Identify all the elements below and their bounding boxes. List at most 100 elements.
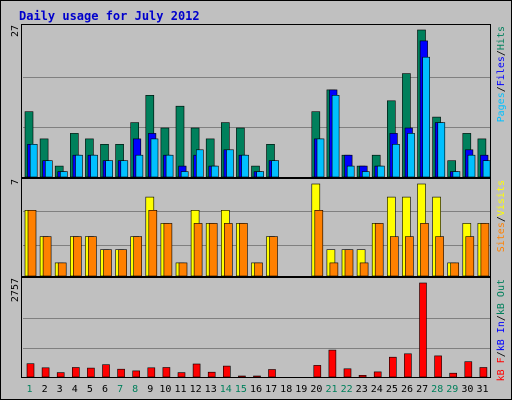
bar-kb-f [41, 367, 50, 378]
bar-pages [377, 165, 385, 178]
bar-sites [178, 262, 188, 277]
legend: Sites/Visits [496, 180, 507, 252]
bar-pages [196, 149, 204, 178]
bar-sites [329, 262, 339, 277]
x-tick-label: 1 [26, 384, 32, 395]
y-max-label: 27 [10, 25, 21, 37]
x-tick-label: 22 [341, 384, 353, 395]
bar-pages [392, 144, 400, 178]
bar-sites [148, 210, 158, 277]
bar-kb-f [223, 365, 231, 378]
bar-sites [133, 236, 142, 277]
bar-pages [256, 171, 265, 178]
bar-pages [407, 133, 415, 178]
bar-sites [374, 223, 384, 277]
bar-sites [450, 262, 460, 277]
bar-pages [241, 154, 249, 178]
x-tick-label: 9 [147, 384, 153, 395]
bar-sites [480, 223, 490, 277]
bar-pages [165, 154, 174, 178]
bar-pages [150, 138, 159, 178]
bar-pages [346, 165, 355, 178]
bar-pages [180, 171, 189, 178]
x-tick-label: 8 [132, 384, 138, 395]
legend-hits: Hits [496, 26, 507, 50]
x-tick-label: 5 [87, 384, 93, 395]
panel-kb-transfer [21, 277, 491, 378]
bar-sites [389, 236, 399, 277]
bar-pages [316, 138, 325, 178]
bar-kb-f [102, 364, 110, 378]
bar-pages [75, 154, 83, 178]
bar-kb-f [56, 372, 65, 378]
x-tick-label: 29 [446, 384, 458, 395]
y-max-label: 2757 [10, 278, 21, 302]
bar-sites [118, 249, 127, 277]
bar-kb-f [464, 361, 473, 378]
y-max-label: 7 [10, 179, 21, 185]
bar-sites [163, 223, 173, 277]
x-tick-label: 14 [220, 384, 232, 395]
bar-pages [271, 160, 280, 178]
bar-pages [482, 160, 491, 178]
x-tick-label: 24 [371, 384, 383, 395]
bar-marks [24, 29, 491, 378]
x-tick-label: 28 [431, 384, 443, 395]
x-tick-label: 31 [476, 384, 488, 395]
x-tick-label: 21 [325, 384, 337, 395]
bar-pages [29, 144, 38, 178]
x-tick-label: 16 [250, 384, 262, 395]
x-tick-label: 30 [461, 384, 473, 395]
bar-sites [73, 236, 82, 277]
bar-kb-f [253, 375, 261, 378]
legend: Pages/Files/Hits [496, 26, 507, 122]
legend-kb-f: kB F [496, 357, 507, 381]
bar-pages [44, 160, 53, 178]
bar-pages [105, 160, 113, 178]
bar-kb-f [343, 368, 352, 378]
bar-sites [57, 262, 67, 277]
bar-sites [42, 236, 52, 277]
bar-kb-f [207, 371, 216, 378]
bar-sites [88, 236, 97, 277]
legend: kB F/kB In/kB Out [496, 279, 507, 381]
x-tick-label: 25 [386, 384, 398, 395]
bar-kb-f [26, 363, 35, 378]
bar-kb-f [328, 349, 337, 378]
x-tick-label: 17 [265, 384, 277, 395]
bar-kb-f [434, 355, 442, 378]
legend-pages: Pages [496, 92, 507, 122]
bar-kb-f [117, 368, 125, 378]
bar-kb-f [177, 372, 186, 378]
x-tick-label: 11 [174, 384, 186, 395]
bar-pages [135, 154, 144, 178]
legend-labels: Pages/Files/Hits Sites/Visits kB F/kB In/k… [496, 26, 507, 381]
x-tick-label: 20 [310, 384, 322, 395]
chart-title: Daily usage for July 2012 [19, 9, 200, 23]
bar-sites [269, 236, 278, 277]
bar-sites [405, 236, 414, 277]
bar-sites [193, 223, 203, 277]
x-tick-label: 27 [416, 384, 428, 395]
bar-sites [239, 223, 248, 277]
bar-sites [103, 249, 112, 277]
bar-kb-f [147, 367, 156, 378]
bar-sites [359, 262, 369, 277]
bar-kb-f [388, 356, 397, 378]
x-tick-label: 19 [295, 384, 307, 395]
bar-kb-f [404, 353, 412, 378]
x-tick-label: 26 [401, 384, 413, 395]
bar-sites [27, 210, 37, 277]
bar-kb-f [358, 374, 367, 378]
bar-kb-f [479, 367, 488, 378]
bar-pages [226, 149, 234, 178]
bar-pages [452, 171, 461, 178]
legend-kb-out: kB Out [496, 279, 507, 315]
bar-sites [208, 223, 218, 277]
bar-kb-f [132, 370, 140, 378]
x-tick-label: 15 [235, 384, 247, 395]
bar-kb-f [162, 367, 171, 378]
bar-kb-f [238, 375, 246, 378]
x-tick-label: 6 [102, 384, 108, 395]
legend-sites: Sites [496, 222, 507, 252]
